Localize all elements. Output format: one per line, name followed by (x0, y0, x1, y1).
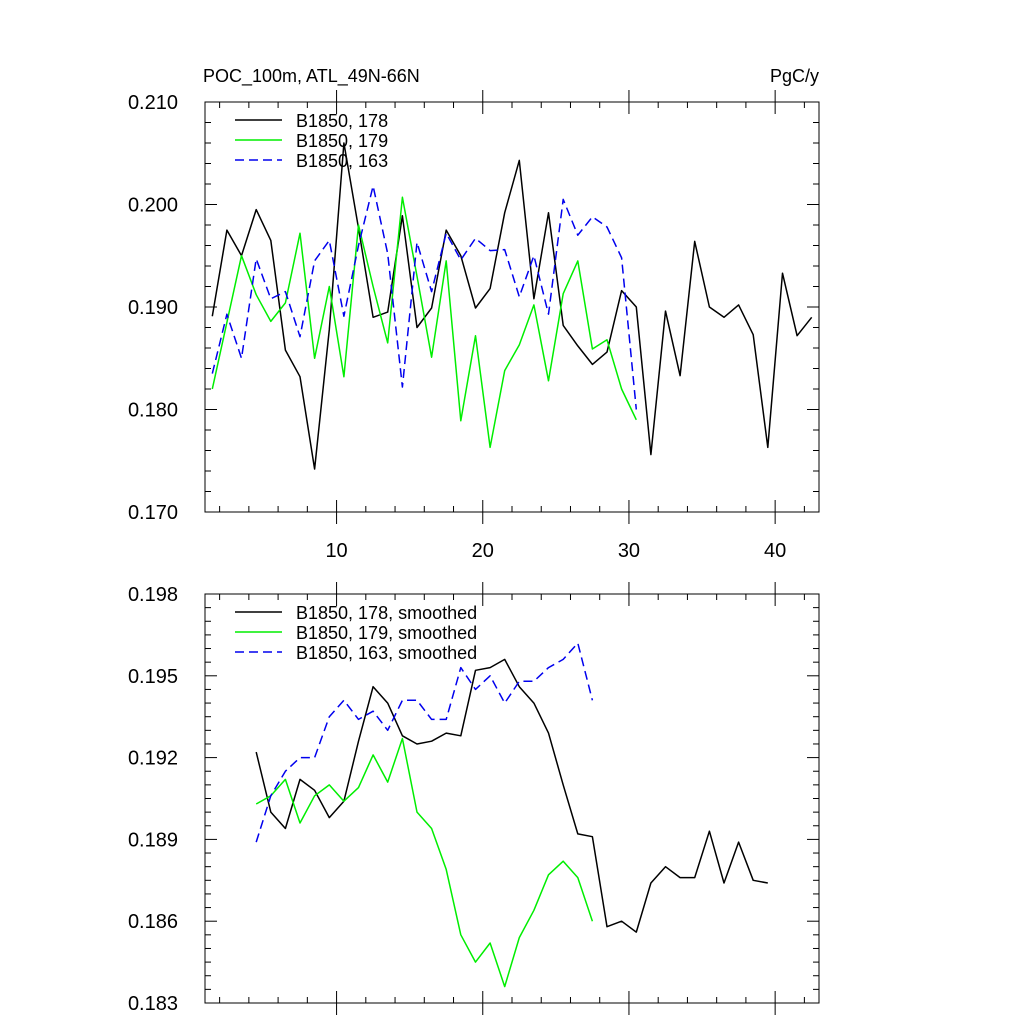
y-tick-label: 0.180 (128, 400, 178, 422)
y-tick-label: 0.198 (128, 584, 178, 606)
legend-label: B1850, 163 (296, 151, 388, 171)
series-line (211, 185, 638, 410)
legend-label: B1850, 178 (296, 111, 388, 131)
x-tick-label: 30 (618, 540, 640, 562)
legend-label: B1850, 163, smoothed (296, 643, 477, 663)
legend-label: B1850, 179, smoothed (296, 623, 477, 643)
x-tick-label: 40 (764, 540, 786, 562)
y-tick-label: 0.192 (128, 748, 178, 770)
series-line (255, 737, 594, 988)
x-tick-label: 10 (325, 540, 347, 562)
series-line (211, 196, 637, 449)
y-tick-label: 0.189 (128, 829, 178, 851)
y-tick-label: 0.190 (128, 297, 178, 319)
legend-label: B1850, 179 (296, 131, 388, 151)
y-tick-label: 0.200 (128, 195, 178, 217)
y-tick-label: 0.186 (128, 911, 178, 933)
x-tick-label: 20 (472, 540, 494, 562)
y-tick-label: 0.183 (128, 993, 178, 1015)
series-line (255, 642, 594, 843)
bottom-panel: 0.183 0.186 0.189 0.192 0.195 0.198 B1850, 178… (128, 582, 820, 1015)
y-tick-label: 0.210 (128, 92, 178, 114)
chart-title: POC_100m, ATL_49N-66N (203, 66, 420, 87)
legend-label: B1850, 178, smoothed (296, 603, 477, 623)
series-line (211, 142, 813, 470)
series-line (255, 658, 768, 933)
y-tick-label: 0.195 (128, 666, 178, 688)
y-tick-label: 0.170 (128, 502, 178, 524)
units-label: PgC/y (770, 66, 819, 86)
top-panel: 0.170 0.180 0.190 0.200 0.210 10 20 30 40 B1850, … (128, 90, 820, 562)
